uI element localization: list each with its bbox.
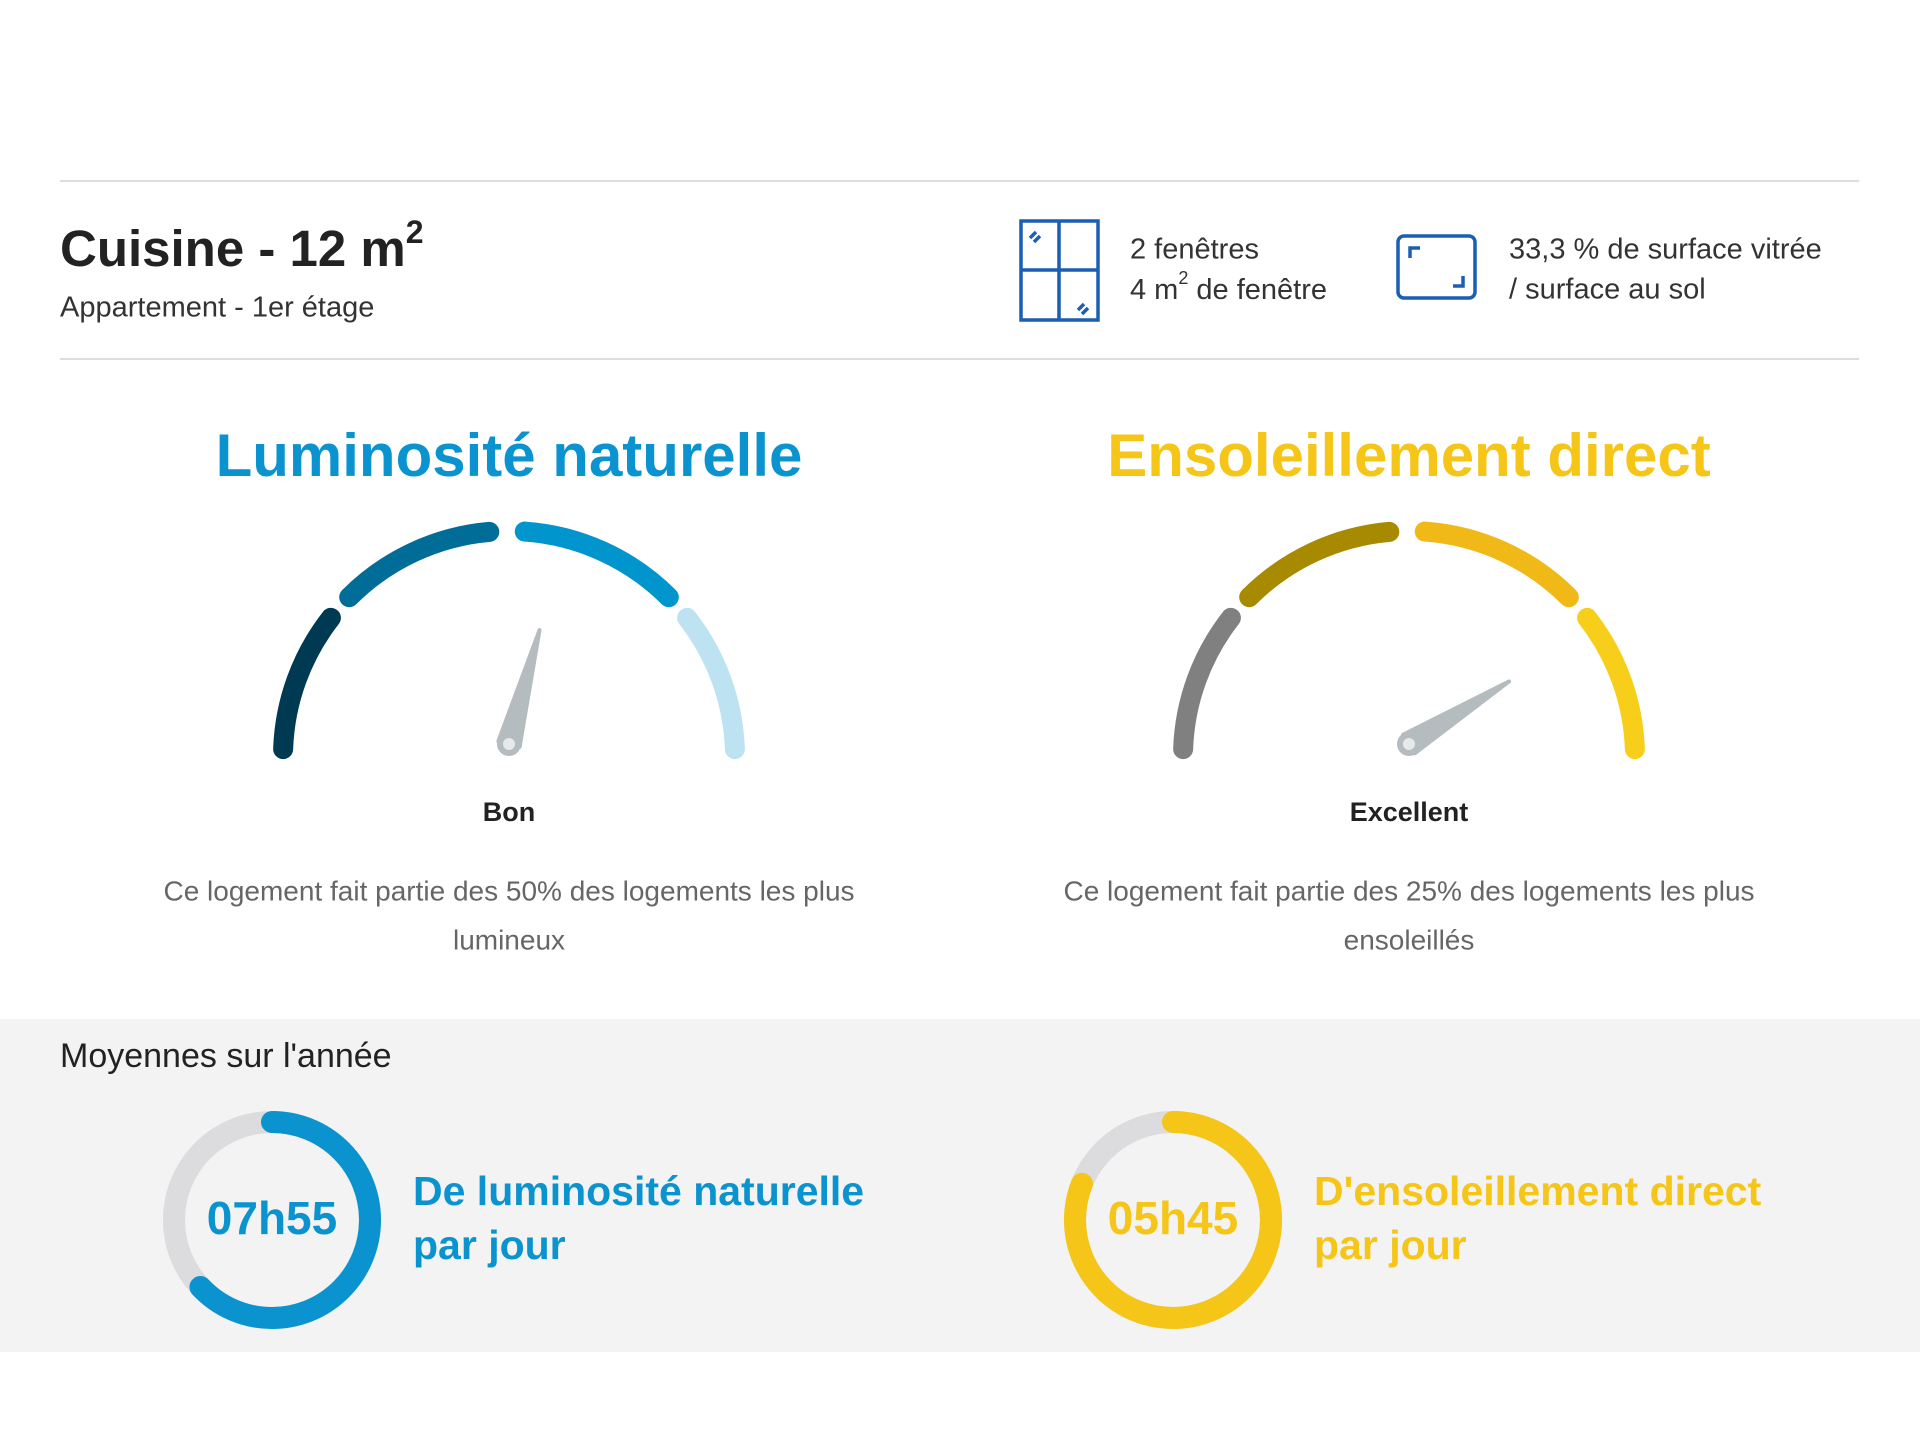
gauge-needle bbox=[496, 628, 542, 749]
windows-count: 2 fenêtres bbox=[1130, 234, 1259, 266]
ring-time: 05h45 bbox=[1108, 1192, 1238, 1244]
gauge-segment bbox=[1239, 521, 1400, 608]
area-text: 4 m bbox=[1130, 274, 1178, 306]
needle-dot bbox=[503, 738, 515, 750]
gauge-segment bbox=[273, 607, 341, 760]
ring-progress bbox=[163, 1111, 381, 1329]
gauge-title: Luminosité naturelle bbox=[216, 422, 803, 489]
average-label: par jour bbox=[1314, 1222, 1467, 1268]
title-sup: 2 bbox=[406, 214, 424, 250]
gauge-segment bbox=[1173, 607, 1241, 760]
gauge-rating: Bon bbox=[483, 797, 535, 827]
gauge-segment bbox=[677, 607, 745, 760]
gauge-segment bbox=[339, 521, 500, 608]
area-text: de fenêtre bbox=[1188, 274, 1327, 306]
gauge-segment bbox=[1414, 521, 1579, 608]
ring-time: 07h55 bbox=[207, 1192, 337, 1244]
needle-dot bbox=[1403, 738, 1415, 750]
average-label: par jour bbox=[413, 1222, 566, 1268]
gauge-title: Ensoleillement direct bbox=[1107, 422, 1711, 489]
surface-ratio: / surface au sol bbox=[1509, 274, 1706, 306]
gauge-description: ensoleillés bbox=[1344, 924, 1475, 955]
area-sup: 2 bbox=[1178, 268, 1188, 288]
gauge-segment bbox=[1577, 607, 1645, 760]
windows-area: 4 m2 de fenêtre bbox=[1130, 268, 1327, 306]
ring-progress bbox=[1064, 1111, 1282, 1329]
gauge-description: Ce logement fait partie des 25% des loge… bbox=[1063, 875, 1754, 906]
average-label: De luminosité naturelle bbox=[413, 1168, 864, 1214]
gauge-description: Ce logement fait partie des 50% des loge… bbox=[163, 875, 854, 906]
room-subtitle: Appartement - 1er étage bbox=[60, 292, 374, 324]
title-text: Cuisine - 12 m bbox=[60, 220, 406, 277]
window-icon bbox=[1019, 219, 1100, 322]
gauge-description: lumineux bbox=[453, 924, 565, 955]
surface-icon bbox=[1396, 234, 1477, 300]
gauge-segment bbox=[514, 521, 679, 608]
average-label: D'ensoleillement direct bbox=[1314, 1168, 1762, 1214]
surface-ratio: 33,3 % de surface vitrée bbox=[1509, 234, 1822, 266]
averages-title: Moyennes sur l'année bbox=[60, 1037, 392, 1075]
gauge-rating: Excellent bbox=[1350, 797, 1469, 827]
room-title: Cuisine - 12 m2 bbox=[60, 214, 424, 277]
